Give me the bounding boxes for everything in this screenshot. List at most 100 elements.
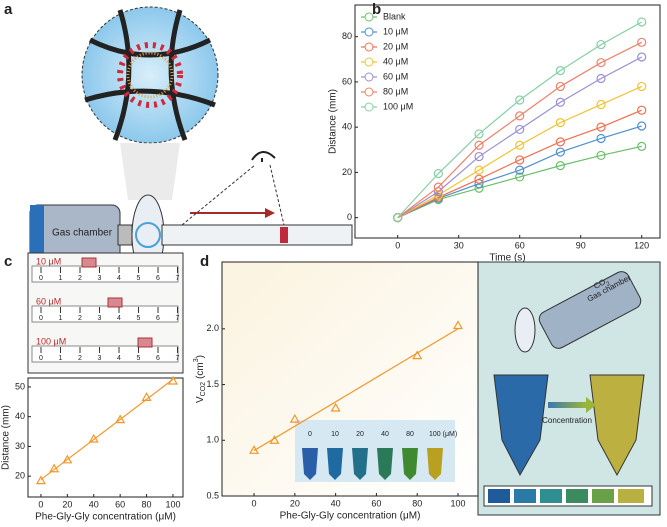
data-point [515, 155, 525, 165]
data-point [596, 150, 606, 161]
tube [352, 448, 368, 480]
gas-chamber-label: Gas chamber [52, 228, 113, 239]
data-point [474, 140, 484, 150]
x-tick-label: 60 [371, 498, 381, 508]
y-tick-label: 2.0 [206, 323, 219, 333]
data-point [555, 81, 565, 92]
y-tick-label: 20 [342, 167, 352, 177]
liquid-plug [81, 257, 97, 268]
ruler-number: 2 [78, 355, 82, 362]
data-point [555, 118, 565, 128]
y-tick-label: 80 [342, 31, 352, 41]
ruler-number: 4 [117, 275, 121, 282]
x-tick-label: 30 [454, 240, 464, 250]
y-label-part: ) [195, 355, 206, 358]
x-tick-label: 20 [62, 499, 72, 509]
legend-label: 10 μM [383, 26, 408, 36]
data-point [88, 433, 99, 443]
x-tick-label: 100 [450, 498, 465, 508]
data-point [269, 435, 280, 444]
x-tick-label: 80 [142, 499, 152, 509]
liquid-plug [137, 337, 153, 348]
tube-label: 10 [331, 431, 339, 438]
data-point [637, 37, 647, 47]
tube [402, 448, 418, 480]
data-point [596, 58, 606, 68]
y-tick-label: 1.5 [206, 379, 219, 389]
fit-line [40, 378, 174, 481]
ruler-label: 10 μM [36, 256, 61, 266]
data-point [555, 161, 565, 171]
series-line [397, 41, 642, 219]
data-point [637, 81, 647, 92]
tube [302, 448, 318, 480]
data-point [515, 95, 525, 105]
x-axis-label: Phe-Gly-Gly concentration (μM) [35, 512, 176, 523]
data-point [596, 73, 606, 84]
data-point [515, 111, 525, 121]
data-point [596, 39, 606, 50]
y-axis-label: Distance (mm) [328, 89, 339, 154]
panel-a-illustration: Gas chamber [29, 6, 353, 276]
series-line [397, 125, 642, 219]
data-point [49, 463, 60, 473]
ruler-number: 3 [98, 275, 102, 282]
data-point [115, 414, 126, 424]
ruler-photo: 10 μM 0 1 2 3 4 5 6 7 60 μM 0 1 2 3 4 5 6 7 100 μM 0 1 2 3 4 5 6 7 [27, 252, 184, 374]
y-label-part: V [195, 396, 206, 403]
data-point [515, 172, 525, 182]
ruler-strip [31, 305, 179, 323]
tube-inset: 0 10 20 40 80 100 (μM) [295, 420, 457, 482]
tube-label: 40 [381, 431, 389, 438]
data-point [515, 165, 525, 175]
legend-label: 20 μM [383, 41, 408, 51]
series-line [397, 85, 642, 219]
data-point [555, 97, 565, 107]
y-label-part: (cm [195, 362, 206, 379]
ruler-number: 7 [176, 355, 180, 362]
data-point [452, 320, 464, 330]
y-tick-label: 40 [15, 411, 25, 421]
y-label-part: 3 [193, 358, 200, 362]
liquid-plug [107, 297, 123, 308]
y-tick-label: 0 [347, 212, 352, 222]
axes-frame [221, 261, 479, 497]
x-tick-label: 100 [165, 499, 180, 509]
data-point [474, 129, 484, 139]
data-point [433, 168, 443, 179]
ruler-number: 3 [98, 315, 102, 322]
y-tick-label: 0.5 [206, 490, 219, 500]
ruler-number: 1 [59, 355, 63, 362]
legend-label: 100 μM [383, 101, 413, 111]
ruler-number: 5 [137, 315, 141, 322]
panel-d-scheme: Concentration CO2 Gas chamber [477, 261, 661, 516]
x-tick-label: 60 [115, 499, 125, 509]
panel-label: d [200, 253, 209, 270]
data-point [474, 165, 484, 175]
x-axis-label: Time (s) [489, 253, 525, 264]
ruler-number: 6 [156, 315, 160, 322]
ruler-number: 6 [156, 355, 160, 362]
legend-marker [364, 27, 374, 37]
legend-label: Blank [383, 11, 406, 21]
ruler-number: 5 [137, 355, 141, 362]
data-point [637, 121, 647, 131]
legend-marker [364, 57, 374, 67]
y-tick-label: 30 [15, 441, 25, 451]
ruler-number: 7 [176, 315, 180, 322]
ruler-number: 0 [39, 275, 43, 282]
panel-label: c [4, 253, 12, 270]
data-point [35, 475, 46, 485]
data-point [433, 182, 443, 192]
data-point [596, 133, 606, 144]
panel-label: b [372, 1, 381, 18]
data-point [141, 392, 152, 401]
x-tick-label: 40 [89, 499, 99, 509]
ruler-number: 0 [39, 315, 43, 322]
tube-label: 0 [308, 431, 312, 438]
arrow-label: Concentration [542, 416, 592, 425]
data-point [637, 105, 647, 115]
x-axis-label: Phe-Gly-Gly concentration (μM) [280, 511, 421, 522]
data-point [393, 213, 403, 223]
